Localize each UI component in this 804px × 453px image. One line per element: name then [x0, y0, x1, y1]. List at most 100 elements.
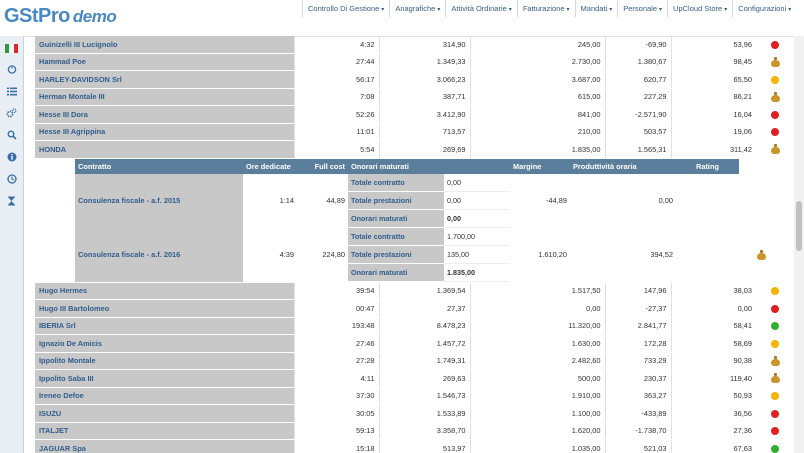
menu-attivita-ordinarie[interactable]: Attività Ordinarie ▾ — [445, 0, 516, 17]
app-logo[interactable]: GStPro demo — [4, 5, 117, 28]
contract-ore: 1:14 — [279, 196, 294, 205]
menu-personale[interactable]: Personale ▾ — [617, 0, 667, 17]
cell-prod: 53,96 — [670, 36, 756, 54]
logo-suffix: demo — [72, 7, 117, 26]
status-orange-dot-icon — [771, 392, 779, 401]
power-icon[interactable] — [0, 61, 23, 77]
contract-name[interactable]: Consulenza fiscale - a.f. 2016 — [75, 227, 243, 281]
table-row[interactable]: IBERIA Srl 193:48 8.478,23 11.320,00 2.841,7… — [35, 317, 794, 335]
table-row[interactable]: Ippolito Montale 27:28 1.749,31 2.482,60 733… — [35, 352, 794, 370]
cell-name[interactable]: Hesse III Agrippina — [35, 123, 294, 141]
cell-name[interactable]: JAGUAR Spa — [35, 439, 294, 453]
cell-cost: 27,37 — [378, 299, 470, 318]
vertical-scrollbar[interactable] — [794, 36, 804, 453]
cell-onorari: 1.910,00 — [469, 387, 605, 405]
cell-name[interactable]: Ignazio De Amicis — [35, 334, 294, 353]
cell-name[interactable]: HONDA — [35, 140, 294, 159]
cell-ore: 15:18 — [293, 439, 379, 453]
table-row[interactable]: JAGUAR Spa 15:18 513,97 1.035,00 521,03 67,63 — [35, 439, 794, 453]
list-icon[interactable] — [0, 83, 23, 99]
menu-anagrafiche[interactable]: Anagrafiche ▾ — [389, 0, 445, 17]
cell-cost: 3.358,70 — [378, 422, 470, 440]
italian-flag-icon[interactable] — [0, 40, 23, 56]
caret-down-icon: ▾ — [566, 7, 570, 13]
cell-name[interactable]: ISUZU — [35, 404, 294, 423]
table-row[interactable]: Hesse III Agrippina 11:01 713,57 210,00 503,… — [35, 123, 794, 141]
gears-icon[interactable] — [0, 105, 23, 121]
status-cell — [756, 140, 794, 159]
cell-prod: 50,93 — [670, 387, 756, 405]
caret-down-icon: ▾ — [609, 7, 613, 13]
cell-name[interactable]: Ippolito Montale — [35, 352, 294, 370]
cell-ore: 27:46 — [293, 334, 379, 353]
cell-name[interactable]: HARLEY-DAVIDSON Srl — [35, 70, 294, 89]
table-row[interactable]: Hugo Hermes 39:54 1.369,54 1.517,50 147,96 38… — [35, 282, 794, 300]
cell-name[interactable]: Hesse III Dora — [35, 105, 294, 124]
menu-configurazioni[interactable]: Configurazioni ▾ — [732, 0, 796, 17]
search-icon[interactable] — [0, 127, 23, 143]
money-bag-icon — [770, 355, 780, 366]
table-row[interactable]: Hesse III Dora 52:26 3.412,90 841,00 -2.571,… — [35, 105, 794, 124]
cell-cost: 269,63 — [378, 369, 470, 388]
cell-onorari: 1.620,00 — [469, 422, 605, 440]
cell-ore: 00:47 — [293, 299, 379, 318]
info-icon[interactable] — [0, 149, 23, 165]
cell-name[interactable]: Hammad Poe — [35, 53, 294, 71]
contract-name[interactable]: Consulenza fiscale - a.f. 2015 — [75, 173, 243, 228]
cell-name[interactable]: Ippolito Saba III — [35, 369, 294, 388]
table-row[interactable]: Ireneo Defoe 37:30 1.546,73 1.910,00 363,27 5… — [35, 387, 794, 405]
cell-cost: 1.546,73 — [378, 387, 470, 405]
table-row[interactable]: ISUZU 30:05 1.533,89 1.100,00 -433,89 36,56 — [35, 404, 794, 423]
cell-onorari: 210,00 — [469, 123, 605, 141]
menu-controllo-di-gestione[interactable]: Controllo Di Gestione ▾ — [302, 0, 389, 17]
cell-margine: 2.841,77 — [604, 317, 671, 335]
caret-down-icon: ▾ — [381, 7, 385, 13]
cell-name[interactable]: Hugo Hermes — [35, 282, 294, 300]
cell-prod: 90,38 — [670, 352, 756, 370]
table-row[interactable]: HONDA 5:54 269,69 1.835,00 1.565,31 311,42 — [35, 140, 794, 159]
cell-margine: 1.380,67 — [604, 53, 671, 71]
rating-bag-icon — [739, 227, 784, 281]
totale-contratto-label: Totale contratto — [348, 173, 444, 192]
cell-ore: 7:08 — [293, 88, 379, 106]
totale-prestazioni-label: Totale prestazioni — [348, 191, 444, 210]
table-row[interactable]: Herman Montale III 7:08 387,71 615,00 227,29… — [35, 88, 794, 106]
status-red-dot-icon — [771, 409, 779, 418]
table-row[interactable]: ITALJET 59:13 3.358,70 1.620,00 -1.738,70 27,… — [35, 422, 794, 440]
cell-margine: 1.565,31 — [604, 140, 671, 159]
scrollbar-thumb[interactable] — [796, 201, 802, 251]
cell-margine: 503,57 — [604, 123, 671, 141]
menu-mandati[interactable]: Mandati ▾ — [574, 0, 618, 17]
table-row[interactable]: Hugo III Bartolomeo 00:47 27,37 0,00 -27,37 0… — [35, 299, 794, 318]
cell-name[interactable]: Ireneo Defoe — [35, 387, 294, 405]
status-cell — [756, 317, 794, 335]
table-row[interactable]: Guinizelli III Lucignolo 4:32 314,90 245,00… — [35, 36, 794, 54]
table-row[interactable]: Ippolito Saba III 4:11 269,63 500,00 230,37 1… — [35, 369, 794, 388]
status-cell — [756, 334, 794, 353]
contract-full-cost: 44,89 — [326, 196, 346, 205]
cell-onorari: 841,00 — [469, 105, 605, 124]
cell-name[interactable]: ITALJET — [35, 422, 294, 440]
menu-fatturazione[interactable]: Fatturazione ▾ — [516, 0, 575, 17]
cell-onorari: 11.320,00 — [469, 317, 605, 335]
table-row[interactable]: Ignazio De Amicis 27:46 1.457,72 1.630,00 17… — [35, 334, 794, 353]
cell-name[interactable]: Hugo III Bartolomeo — [35, 299, 294, 318]
cell-ore: 56:17 — [293, 70, 379, 89]
cell-ore: 59:13 — [293, 422, 379, 440]
status-orange-dot-icon — [771, 287, 779, 296]
cell-prod: 36,56 — [670, 404, 756, 423]
table-row[interactable]: Hammad Poe 27:44 1.349,33 2.730,00 1.380,67 9… — [35, 53, 794, 71]
cell-name[interactable]: Herman Montale III — [35, 88, 294, 106]
caret-down-icon: ▾ — [437, 7, 441, 13]
clock-icon[interactable] — [0, 171, 23, 187]
status-orange-dot-icon — [771, 339, 779, 348]
menu-upcloud-store[interactable]: UpCloud Store ▾ — [667, 0, 732, 17]
table-row[interactable]: HARLEY-DAVIDSON Srl 56:17 3.066,23 3.687,00… — [35, 70, 794, 89]
cell-ore: 193:48 — [293, 317, 379, 335]
cell-ore: 52:26 — [293, 105, 379, 124]
status-cell — [756, 70, 794, 89]
cell-name[interactable]: IBERIA Srl — [35, 317, 294, 335]
cell-margine: 227,29 — [604, 88, 671, 106]
hourglass-icon[interactable] — [0, 193, 23, 209]
cell-name[interactable]: Guinizelli III Lucignolo — [35, 36, 294, 54]
